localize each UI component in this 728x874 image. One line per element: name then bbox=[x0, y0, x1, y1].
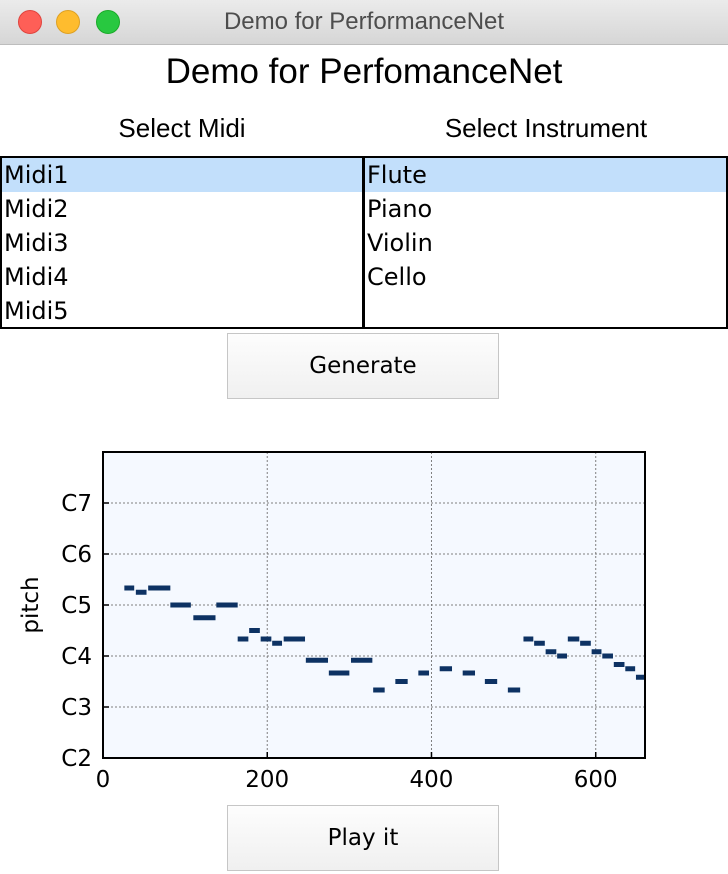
instrument-list-item[interactable]: Violin bbox=[367, 229, 433, 257]
note-bar bbox=[439, 666, 453, 672]
y-tick-label: C7 bbox=[61, 491, 92, 517]
note-bar bbox=[484, 679, 498, 684]
note-bar bbox=[260, 636, 272, 642]
window-minimize-button[interactable] bbox=[56, 10, 80, 34]
note-bar bbox=[373, 687, 385, 693]
note-bar bbox=[635, 674, 645, 680]
x-tick-label: 200 bbox=[245, 767, 289, 793]
midi-list-item[interactable]: Midi3 bbox=[4, 229, 69, 257]
note-bar bbox=[418, 670, 430, 676]
note-bar bbox=[625, 666, 636, 672]
note-bar bbox=[534, 640, 545, 646]
y-tick-label: C2 bbox=[61, 746, 92, 772]
x-tick-label: 600 bbox=[574, 767, 618, 793]
instrument-list-item[interactable]: Cello bbox=[367, 263, 427, 291]
pitch-chart: 0 200 400 600 C2 C3 C4 C5 C6 C7 pitch bbox=[18, 451, 646, 793]
y-tick-label: C4 bbox=[61, 644, 92, 670]
midi-list-item[interactable]: Midi1 bbox=[2, 158, 362, 192]
midi-list-item[interactable]: Midi5 bbox=[4, 297, 69, 325]
note-bar bbox=[328, 670, 350, 676]
note-bar bbox=[567, 636, 580, 642]
note-bar bbox=[395, 679, 408, 684]
y-axis-label: pitch bbox=[18, 576, 44, 633]
note-bar bbox=[557, 653, 567, 659]
window-titlebar: Demo for PerformanceNet bbox=[0, 0, 728, 45]
note-bar bbox=[545, 649, 557, 655]
midi-listbox[interactable]: Midi1 Midi2 Midi3 Midi4 Midi5 bbox=[0, 156, 364, 329]
note-bar bbox=[283, 636, 306, 642]
note-bar bbox=[305, 657, 329, 663]
note-bar bbox=[523, 636, 534, 642]
note-bar bbox=[591, 649, 602, 655]
page-title: Demo for PerfomanceNet bbox=[165, 52, 563, 91]
y-tick-label: C5 bbox=[61, 593, 92, 619]
x-tick-label: 0 bbox=[96, 767, 111, 793]
note-bar bbox=[135, 589, 147, 595]
generate-button[interactable]: Generate bbox=[227, 333, 499, 399]
midi-list-label: Select Midi bbox=[118, 113, 246, 143]
midi-list-item[interactable]: Midi2 bbox=[4, 195, 69, 223]
instrument-list-label: Select Instrument bbox=[444, 113, 648, 143]
note-bar bbox=[193, 615, 216, 621]
y-tick-label: C3 bbox=[61, 695, 92, 721]
note-bar bbox=[237, 636, 249, 642]
note-bar bbox=[170, 602, 191, 608]
note-bar bbox=[351, 657, 373, 663]
note-bar bbox=[148, 585, 171, 591]
note-bar bbox=[462, 670, 476, 676]
window-title: Demo for PerformanceNet bbox=[223, 8, 505, 35]
note-bar bbox=[613, 662, 625, 667]
x-tick-label: 400 bbox=[410, 767, 454, 793]
note-bar bbox=[216, 602, 238, 608]
play-button[interactable]: Play it bbox=[227, 805, 499, 871]
note-bar bbox=[602, 653, 613, 659]
note-bar bbox=[249, 628, 260, 633]
midi-list-item[interactable]: Midi4 bbox=[4, 263, 69, 291]
instrument-list-item[interactable]: Flute bbox=[365, 158, 726, 192]
instrument-list-item[interactable]: Piano bbox=[367, 195, 433, 223]
note-bar bbox=[507, 687, 521, 693]
note-bar bbox=[272, 640, 283, 646]
plot-area bbox=[103, 452, 645, 758]
note-bar bbox=[124, 585, 135, 591]
instrument-listbox[interactable]: Flute Piano Violin Cello bbox=[363, 156, 728, 329]
note-bar bbox=[580, 640, 591, 646]
y-tick-label: C6 bbox=[61, 542, 92, 568]
window-close-button[interactable] bbox=[18, 10, 42, 34]
window-maximize-button[interactable] bbox=[96, 10, 120, 34]
